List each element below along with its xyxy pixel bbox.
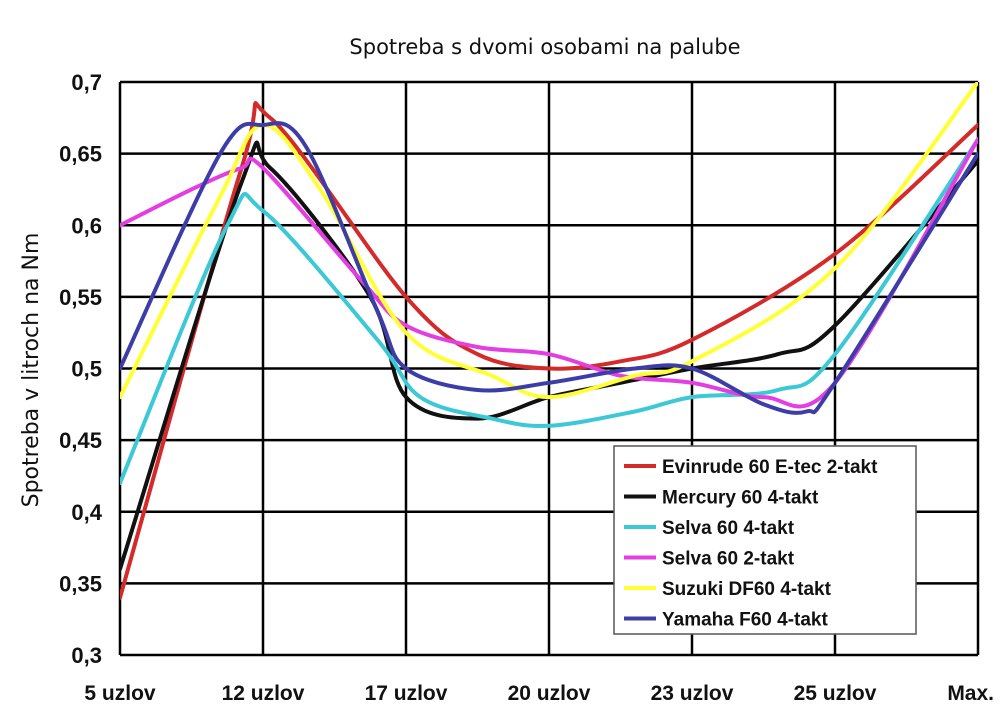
- y-tick-label: 0,65: [59, 142, 102, 167]
- x-tick-label: 25 uzlov: [794, 682, 877, 705]
- legend-entry: Evinrude 60 E-tec 2-takt: [662, 457, 878, 478]
- series-line-5: [120, 82, 978, 400]
- series-line-3: [120, 137, 978, 486]
- series-line-1: [120, 101, 978, 600]
- x-tick-label: Max.: [947, 682, 994, 705]
- legend: Evinrude 60 E-tec 2-takt Mercury 60 4-tak…: [613, 445, 917, 635]
- series-line-2: [120, 140, 978, 571]
- y-tick-label: 0,45: [59, 428, 102, 453]
- chart-title: Spotreba s dvomi osobami na palube: [349, 35, 740, 59]
- series-line-6: [120, 121, 978, 415]
- y-axis-ticks: 0,3 0,35 0,4 0,45 0,5 0,55 0,6 0,65 0,7: [59, 70, 103, 668]
- x-tick-label: 20 uzlov: [508, 682, 591, 705]
- series-line-4: [120, 137, 978, 409]
- legend-entry: Mercury 60 4-takt: [662, 488, 819, 509]
- x-tick-label: 23 uzlov: [651, 682, 734, 705]
- legend-entry: Selva 60 2-takt: [662, 549, 795, 570]
- y-tick-label: 0,7: [71, 70, 102, 95]
- legend-entry: Selva 60 4-takt: [662, 518, 795, 539]
- y-tick-label: 0,55: [59, 285, 102, 310]
- y-tick-label: 0,3: [71, 643, 102, 668]
- series-lines: [120, 82, 978, 600]
- legend-entry: Yamaha F60 4-takt: [662, 610, 828, 631]
- y-tick-label: 0,5: [71, 357, 102, 382]
- y-tick-label: 0,35: [59, 571, 102, 596]
- x-axis-ticks: 5 uzlov 12 uzlov 17 uzlov 20 uzlov 23 uzlov 2…: [84, 682, 994, 705]
- y-axis-label: Spotreba v litroch na Nm: [19, 233, 44, 508]
- y-tick-label: 0,4: [71, 500, 102, 525]
- x-tick-label: 12 uzlov: [222, 682, 305, 705]
- y-tick-label: 0,6: [71, 213, 102, 238]
- legend-box: [613, 445, 917, 635]
- x-tick-label: 5 uzlov: [84, 682, 156, 705]
- x-tick-label: 17 uzlov: [365, 682, 448, 705]
- legend-entry: Suzuki DF60 4-takt: [662, 579, 832, 600]
